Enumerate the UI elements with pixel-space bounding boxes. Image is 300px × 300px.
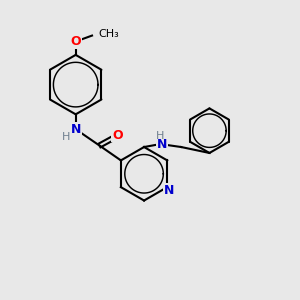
Text: N: N [157, 138, 167, 151]
Text: H: H [62, 132, 70, 142]
Text: CH₃: CH₃ [98, 29, 119, 39]
Text: N: N [164, 184, 174, 196]
Text: H: H [156, 131, 165, 141]
Text: O: O [70, 35, 81, 48]
Text: N: N [70, 123, 81, 136]
Text: O: O [112, 129, 123, 142]
